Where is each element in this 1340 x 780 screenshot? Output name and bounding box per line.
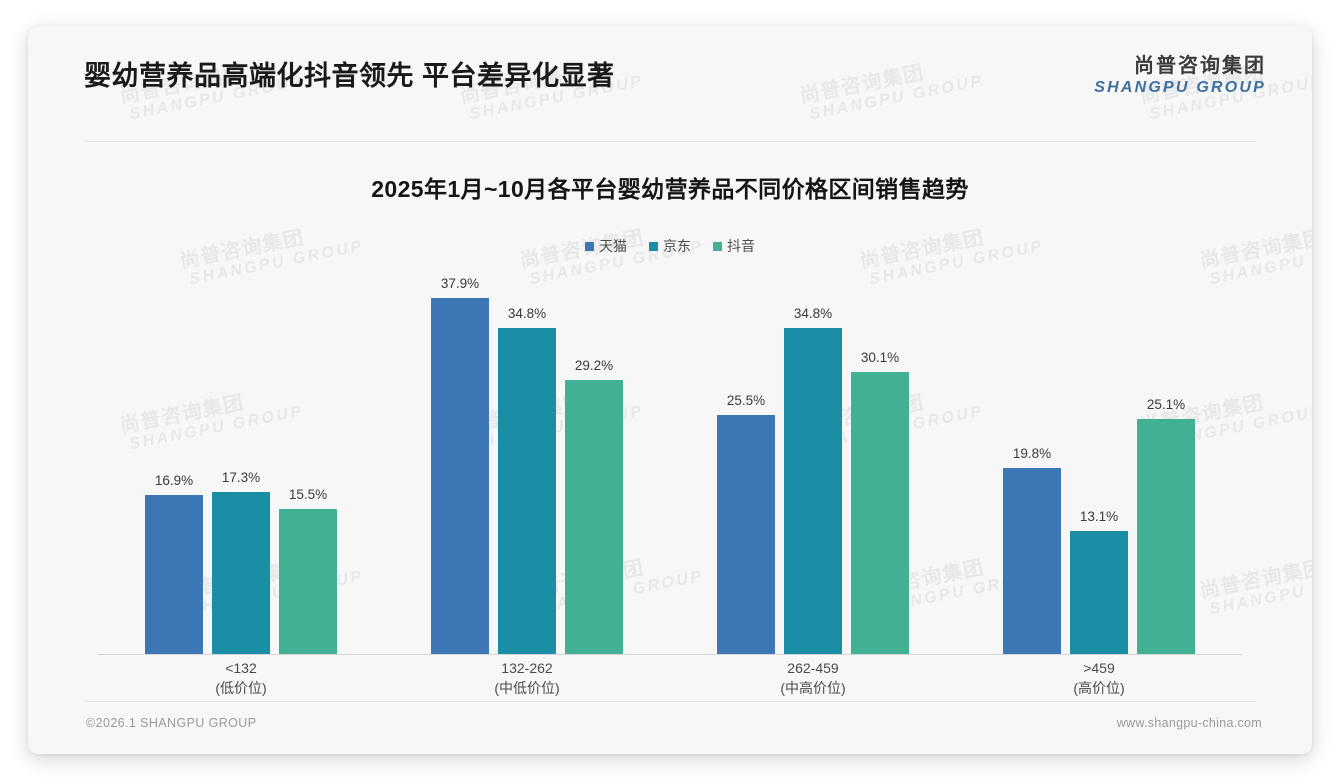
footer-website: www.shangpu-china.com <box>1116 716 1262 730</box>
bar-京东-132-262[interactable]: 34.8% <box>498 260 556 654</box>
x-axis-label-262-459: 262-459 (中高价位) <box>670 658 956 699</box>
x-axis-label-range: 132-262 <box>501 660 553 676</box>
bar-天猫-<132[interactable]: 16.9% <box>145 260 203 654</box>
x-axis-labels: <132 (低价位) 132-262 (中低价位) 262-459 (中高价位) >459 (… <box>98 658 1242 699</box>
bar-rect[interactable] <box>431 298 489 654</box>
bar-rect[interactable] <box>1137 418 1195 654</box>
x-axis-label-tier: (高价位) <box>1073 680 1125 697</box>
x-axis-label-range: >459 <box>1083 660 1115 676</box>
chart-container: 2025年1月~10月各平台婴幼营养品不同价格区间销售趋势 天猫 京东 抖音 16.… <box>28 142 1312 702</box>
legend-label: 天猫 <box>599 238 627 254</box>
bar-京东->459[interactable]: 13.1% <box>1070 260 1128 654</box>
x-axis-line <box>98 654 1242 655</box>
bar-value-label: 29.2% <box>574 358 614 374</box>
bar-rect[interactable] <box>565 380 623 654</box>
bar-value-label: 19.8% <box>1012 446 1052 462</box>
bar-value-label: 30.1% <box>860 349 900 365</box>
legend-item-抖音[interactable]: 抖音 <box>713 236 755 256</box>
bar-value-label: 34.8% <box>793 305 833 321</box>
bar-group-<132: 16.9% 17.3% 15.5% <box>98 260 384 654</box>
x-axis-label->459: >459 (高价位) <box>956 658 1242 699</box>
bar-rect[interactable] <box>784 327 842 654</box>
bar-value-label: 17.3% <box>221 469 261 485</box>
brand-logo: 尚普咨询集团 SHANGPU GROUP <box>1094 55 1266 96</box>
x-axis-label-<132: <132 (低价位) <box>98 658 384 699</box>
chart-legend: 天猫 京东 抖音 <box>28 236 1312 256</box>
bar-抖音-<132[interactable]: 15.5% <box>279 260 337 654</box>
x-axis-label-132-262: 132-262 (中低价位) <box>384 658 670 699</box>
bar-rect[interactable] <box>717 414 775 654</box>
bar-rect[interactable] <box>279 508 337 654</box>
slide-footer: ©2026.1 SHANGPU GROUP www.shangpu-china.… <box>28 702 1312 754</box>
x-axis-label-range: 262-459 <box>787 660 839 676</box>
bar-group->459: 19.8% 13.1% 25.1% <box>956 260 1242 654</box>
bar-rect[interactable] <box>851 371 909 654</box>
x-axis-label-tier: (中高价位) <box>780 680 846 697</box>
legend-item-天猫[interactable]: 天猫 <box>585 236 627 256</box>
logo-text-cn: 尚普咨询集团 <box>1134 55 1266 77</box>
bar-value-label: 13.1% <box>1079 509 1119 525</box>
x-axis-label-range: <132 <box>225 660 257 676</box>
bar-抖音-132-262[interactable]: 29.2% <box>565 260 623 654</box>
x-axis-label-tier: (中低价位) <box>494 680 560 697</box>
bar-group-132-262: 37.9% 34.8% 29.2% <box>384 260 670 654</box>
bar-value-label: 37.9% <box>440 276 480 292</box>
bar-天猫-262-459[interactable]: 25.5% <box>717 260 775 654</box>
slide-card: 尚普咨询集团 SHANGPU GROUP 尚普咨询集团 SHANGPU GROUP 尚普… <box>28 26 1312 754</box>
bar-value-label: 25.1% <box>1146 396 1186 412</box>
legend-label: 抖音 <box>727 238 755 254</box>
bar-rect[interactable] <box>1003 468 1061 654</box>
logo-text-en: SHANGPU GROUP <box>1094 78 1266 96</box>
bar-value-label: 15.5% <box>288 486 328 502</box>
bar-groups: 16.9% 17.3% 15.5% 37.9% 34.8% 29.2% 25.5% 34.8%… <box>98 260 1242 654</box>
bar-value-label: 34.8% <box>507 305 547 321</box>
bar-抖音-262-459[interactable]: 30.1% <box>851 260 909 654</box>
footer-divider <box>84 701 1256 702</box>
legend-item-京东[interactable]: 京东 <box>649 236 691 256</box>
legend-label: 京东 <box>663 238 691 254</box>
header-divider <box>84 141 1256 142</box>
bar-京东-262-459[interactable]: 34.8% <box>784 260 842 654</box>
bar-group-262-459: 25.5% 34.8% 30.1% <box>670 260 956 654</box>
legend-swatch-icon <box>649 241 658 251</box>
legend-swatch-icon <box>585 241 594 251</box>
bar-rect[interactable] <box>1070 531 1128 654</box>
bar-value-label: 25.5% <box>726 392 766 408</box>
x-axis-label-tier: (低价位) <box>215 680 267 697</box>
bar-天猫-132-262[interactable]: 37.9% <box>431 260 489 654</box>
chart-plot-area: 16.9% 17.3% 15.5% 37.9% 34.8% 29.2% 25.5% 34.8%… <box>98 260 1242 655</box>
bar-天猫->459[interactable]: 19.8% <box>1003 260 1061 654</box>
bar-抖音->459[interactable]: 25.1% <box>1137 260 1195 654</box>
bar-rect[interactable] <box>498 327 556 654</box>
bar-京东-<132[interactable]: 17.3% <box>212 260 270 654</box>
chart-title: 2025年1月~10月各平台婴幼营养品不同价格区间销售趋势 <box>371 176 969 202</box>
footer-copyright: ©2026.1 SHANGPU GROUP <box>86 716 257 730</box>
legend-swatch-icon <box>713 241 722 251</box>
page-title: 婴幼营养品高端化抖音领先 平台差异化显著 <box>84 61 615 91</box>
slide-header: 婴幼营养品高端化抖音领先 平台差异化显著 尚普咨询集团 SHANGPU GROU… <box>28 26 1312 112</box>
bar-value-label: 16.9% <box>154 473 194 489</box>
bar-rect[interactable] <box>145 495 203 654</box>
bar-rect[interactable] <box>212 491 270 654</box>
